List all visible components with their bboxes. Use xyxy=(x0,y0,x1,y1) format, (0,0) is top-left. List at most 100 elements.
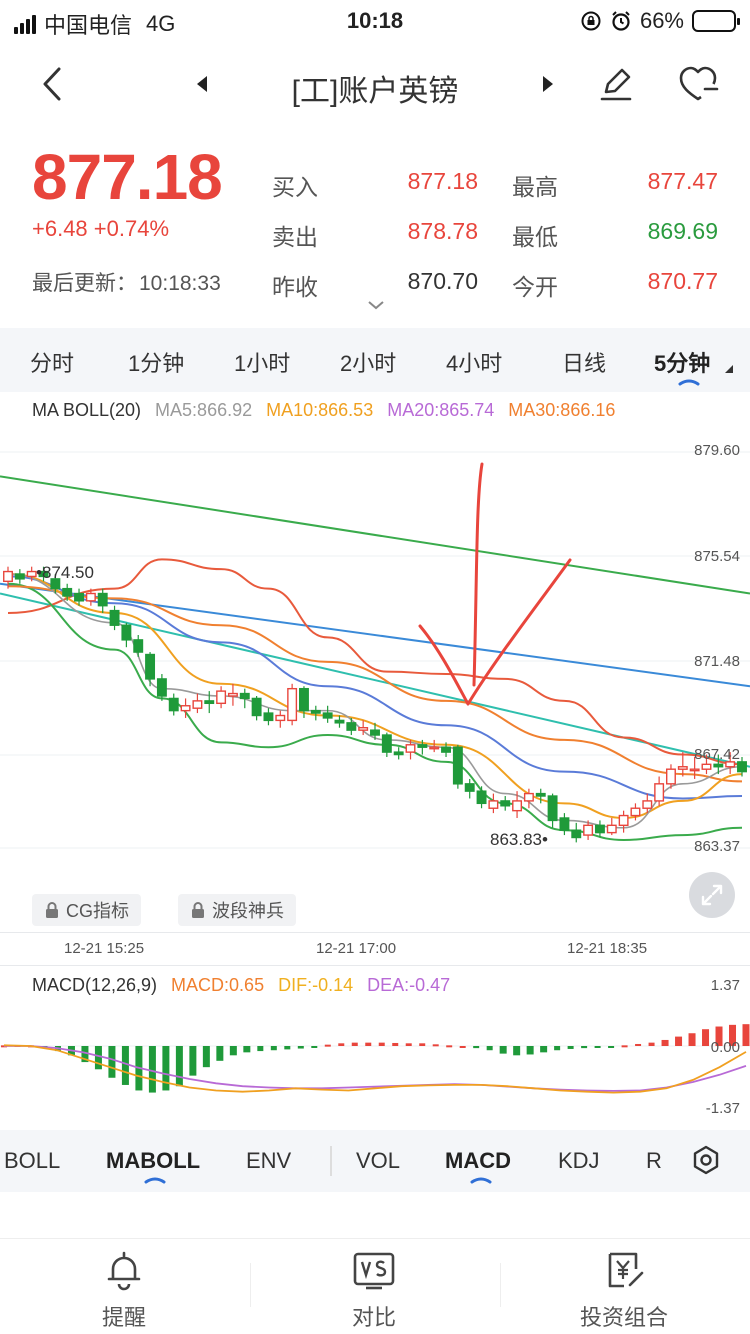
macd-bar-negative xyxy=(95,1046,102,1069)
chart-divider xyxy=(0,965,750,966)
fullscreen-button[interactable] xyxy=(689,872,735,918)
macd-value: MACD:0.65 xyxy=(171,975,264,996)
candle-down xyxy=(536,794,545,796)
next-instrument-button[interactable] xyxy=(526,62,570,106)
compare-label: 对比 xyxy=(294,1300,454,1332)
edit-button[interactable] xyxy=(594,62,638,106)
macd-bar-positive xyxy=(622,1045,628,1047)
active-tab-indicator xyxy=(144,1176,166,1184)
portfolio-button[interactable]: 投资组合 xyxy=(544,1249,704,1332)
candle-up xyxy=(406,745,415,752)
favorite-button[interactable] xyxy=(676,62,720,106)
tab-period-2h[interactable]: 2小时 xyxy=(340,346,396,378)
tab-macd[interactable]: MACD xyxy=(445,1148,511,1174)
alert-button[interactable]: 提醒 xyxy=(44,1249,204,1332)
candle-up xyxy=(667,769,676,784)
macd-bar-positive xyxy=(406,1043,412,1046)
sell-label: 卖出 xyxy=(272,218,318,252)
candle-down xyxy=(418,745,427,747)
macd-bar-positive xyxy=(392,1043,398,1046)
macd-chart[interactable] xyxy=(0,1000,750,1125)
macd-bar-negative xyxy=(527,1046,534,1054)
dropdown-corner-icon xyxy=(724,364,734,374)
indicator-tabs: BOLL MABOLL ENV VOL MACD KDJ R xyxy=(0,1130,750,1192)
x-tick-label: 12-21 17:00 xyxy=(316,940,396,957)
active-tab-indicator xyxy=(470,1176,492,1184)
macd-bar-positive xyxy=(446,1045,452,1047)
y-tick-label: 871.48 xyxy=(694,653,740,670)
candle-up xyxy=(430,747,439,749)
prev-close-label: 昨收 xyxy=(272,268,318,302)
candle-up xyxy=(181,706,190,711)
tab-r[interactable]: R xyxy=(646,1148,662,1174)
tab-period-5min[interactable]: 5分钟 xyxy=(654,346,710,378)
macd-bar-positive xyxy=(419,1043,425,1046)
high-marker-value: 874.50 xyxy=(42,563,94,582)
expand-quote-button[interactable] xyxy=(366,298,386,316)
main-indicator-legend: MA BOLL(20) MA5:866.92 MA10:866.53 MA20:… xyxy=(32,400,615,421)
macd-bar-positive xyxy=(635,1044,641,1046)
y-tick-label: 863.37 xyxy=(694,838,740,855)
indicator-name[interactable]: MA BOLL(20) xyxy=(32,400,141,421)
hand-drawn-arrowhead xyxy=(420,560,570,704)
tab-period-1min[interactable]: 1分钟 xyxy=(128,346,184,378)
candlestick-chart[interactable] xyxy=(0,430,750,930)
macd-bar-negative xyxy=(203,1046,210,1067)
heart-minus-icon xyxy=(677,64,719,104)
macd-y-tick: 0.00 xyxy=(711,1039,740,1056)
y-tick-label: 867.42 xyxy=(694,746,740,763)
tab-maboll[interactable]: MABOLL xyxy=(106,1148,200,1174)
candle-down xyxy=(596,825,605,832)
macd-bar-negative xyxy=(554,1046,560,1050)
ma10-value: MA10:866.53 xyxy=(266,400,373,421)
candle-down xyxy=(442,747,451,752)
candle-down xyxy=(454,747,463,784)
tab-period-daily[interactable]: 日线 xyxy=(562,346,606,378)
active-tab-indicator xyxy=(678,378,700,386)
open-value: 870.77 xyxy=(600,268,718,295)
candle-down xyxy=(169,698,178,710)
chevron-down-icon xyxy=(366,299,386,311)
macd-y-tick: -1.37 xyxy=(706,1100,740,1117)
macd-bar-negative xyxy=(540,1046,547,1052)
macd-bar-positive xyxy=(675,1037,682,1046)
tab-period-4h[interactable]: 4小时 xyxy=(446,346,502,378)
trend-line-a xyxy=(0,476,750,593)
macd-name[interactable]: MACD(12,26,9) xyxy=(32,975,157,996)
wave-indicator-button[interactable]: 波段神兵 xyxy=(178,894,296,926)
alarm-icon xyxy=(610,10,632,32)
macd-bar-positive xyxy=(379,1043,385,1046)
tab-env[interactable]: ENV xyxy=(246,1148,291,1174)
indicator-settings-button[interactable] xyxy=(690,1144,722,1181)
macd-bar-positive xyxy=(460,1046,466,1048)
buy-label: 买入 xyxy=(272,168,318,202)
macd-bar-negative xyxy=(473,1046,479,1048)
candle-down xyxy=(335,720,344,722)
cg-indicator-button[interactable]: CG指标 xyxy=(32,894,141,926)
candle-up xyxy=(4,572,13,582)
candle-down xyxy=(714,764,723,766)
tab-boll[interactable]: BOLL xyxy=(4,1148,60,1174)
macd-bar-negative xyxy=(298,1046,304,1049)
bottom-nav: 提醒 对比 投资组合 xyxy=(0,1238,750,1334)
tab-vol[interactable]: VOL xyxy=(356,1148,400,1174)
y-tick-label: 875.54 xyxy=(694,548,740,565)
portfolio-label: 投资组合 xyxy=(544,1300,704,1332)
candle-down xyxy=(738,762,747,772)
candle-up xyxy=(631,808,640,815)
last-updated: 最后更新：10:18:33 xyxy=(32,267,221,297)
macd-bar-negative xyxy=(216,1046,223,1061)
compare-button[interactable]: 对比 xyxy=(294,1249,454,1332)
candle-up xyxy=(288,689,297,721)
lock-rotation-icon xyxy=(580,10,602,32)
candle-up xyxy=(690,769,699,771)
tab-period-intraday[interactable]: 分时 xyxy=(30,346,74,378)
candle-up xyxy=(525,794,534,801)
wave-indicator-label: 波段神兵 xyxy=(212,897,284,923)
candle-down xyxy=(323,713,332,718)
tab-period-1h[interactable]: 1小时 xyxy=(234,346,290,378)
candle-up xyxy=(276,716,285,721)
tab-kdj[interactable]: KDJ xyxy=(558,1148,600,1174)
cg-indicator-label: CG指标 xyxy=(66,897,129,923)
candle-down xyxy=(465,784,474,791)
